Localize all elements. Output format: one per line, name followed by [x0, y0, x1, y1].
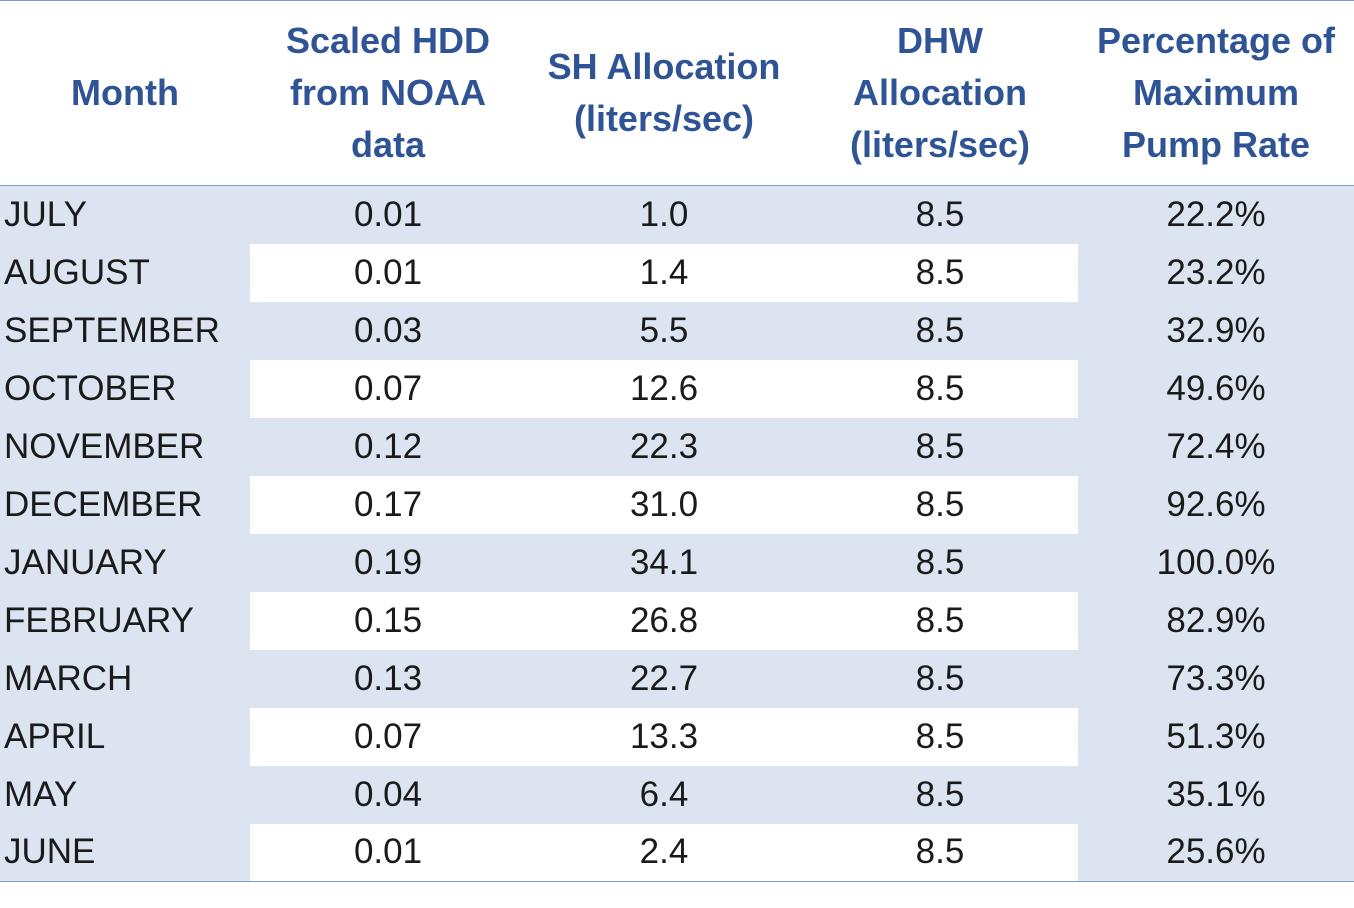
- table-row: NOVEMBER 0.12 22.3 8.5 72.4%: [0, 417, 1354, 476]
- pump-allocation-table: Month Scaled HDD from NOAA data SH Allocatio…: [0, 0, 1354, 882]
- cell-month: APRIL: [0, 707, 250, 766]
- table-row: MAY 0.04 6.4 8.5 35.1%: [0, 765, 1354, 824]
- cell-month: OCTOBER: [0, 359, 250, 418]
- cell-month: NOVEMBER: [0, 417, 250, 476]
- cell-dhw-allocation: 8.5: [802, 417, 1078, 476]
- column-header-line: Percentage of: [1096, 20, 1336, 61]
- cell-sh-allocation: 13.3: [526, 707, 802, 766]
- table-row: AUGUST 0.01 1.4 8.5 23.2%: [0, 243, 1354, 302]
- cell-dhw-allocation: 8.5: [802, 243, 1078, 302]
- cell-pump-rate-percentage: 35.1%: [1078, 765, 1354, 824]
- cell-sh-allocation: 1.0: [526, 185, 802, 244]
- cell-scaled-hdd: 0.01: [250, 243, 526, 302]
- cell-pump-rate-percentage: 72.4%: [1078, 417, 1354, 476]
- table-header: Month Scaled HDD from NOAA data SH Allocatio…: [0, 0, 1354, 186]
- column-header-line: DHW: [897, 20, 983, 61]
- column-header-line: from NOAA: [290, 72, 486, 113]
- cell-sh-allocation: 5.5: [526, 301, 802, 360]
- cell-pump-rate-percentage: 32.9%: [1078, 301, 1354, 360]
- cell-pump-rate-percentage: 92.6%: [1078, 475, 1354, 534]
- cell-dhw-allocation: 8.5: [802, 533, 1078, 592]
- cell-pump-rate-percentage: 100.0%: [1078, 533, 1354, 592]
- header-row: Month Scaled HDD from NOAA data SH Allocatio…: [0, 0, 1354, 186]
- column-header-line: Pump Rate: [1121, 124, 1311, 165]
- cell-scaled-hdd: 0.15: [250, 591, 526, 650]
- cell-scaled-hdd: 0.07: [250, 707, 526, 766]
- column-header-sh-allocation: SH Allocation (liters/sec): [526, 0, 802, 186]
- cell-pump-rate-percentage: 82.9%: [1078, 591, 1354, 650]
- table-row: JULY 0.01 1.0 8.5 22.2%: [0, 185, 1354, 244]
- column-header-line: data: [350, 124, 426, 165]
- cell-scaled-hdd: 0.19: [250, 533, 526, 592]
- cell-sh-allocation: 22.3: [526, 417, 802, 476]
- column-header-line: Scaled HDD: [285, 20, 491, 61]
- cell-sh-allocation: 26.8: [526, 591, 802, 650]
- cell-scaled-hdd: 0.01: [250, 185, 526, 244]
- cell-month: JANUARY: [0, 533, 250, 592]
- column-header-scaled-hdd: Scaled HDD from NOAA data: [250, 0, 526, 186]
- cell-sh-allocation: 2.4: [526, 823, 802, 882]
- cell-pump-rate-percentage: 49.6%: [1078, 359, 1354, 418]
- table-row: MARCH 0.13 22.7 8.5 73.3%: [0, 649, 1354, 708]
- column-header-pump-rate-percentage: Percentage of Maximum Pump Rate: [1078, 0, 1354, 186]
- cell-month: DECEMBER: [0, 475, 250, 534]
- cell-dhw-allocation: 8.5: [802, 301, 1078, 360]
- cell-pump-rate-percentage: 73.3%: [1078, 649, 1354, 708]
- cell-dhw-allocation: 8.5: [802, 649, 1078, 708]
- cell-scaled-hdd: 0.13: [250, 649, 526, 708]
- cell-sh-allocation: 12.6: [526, 359, 802, 418]
- cell-dhw-allocation: 8.5: [802, 185, 1078, 244]
- cell-sh-allocation: 6.4: [526, 765, 802, 824]
- cell-sh-allocation: 22.7: [526, 649, 802, 708]
- cell-pump-rate-percentage: 25.6%: [1078, 823, 1354, 882]
- cell-scaled-hdd: 0.07: [250, 359, 526, 418]
- table-row: FEBRUARY 0.15 26.8 8.5 82.9%: [0, 591, 1354, 650]
- cell-month: MAY: [0, 765, 250, 824]
- column-header-line: SH Allocation: [547, 46, 781, 87]
- cell-dhw-allocation: 8.5: [802, 765, 1078, 824]
- table-row: APRIL 0.07 13.3 8.5 51.3%: [0, 707, 1354, 766]
- column-header-line: Allocation: [852, 72, 1027, 113]
- cell-scaled-hdd: 0.03: [250, 301, 526, 360]
- cell-month: FEBRUARY: [0, 591, 250, 650]
- cell-month: JUNE: [0, 823, 250, 882]
- table-body: JULY 0.01 1.0 8.5 22.2% AUGUST 0.01 1.4 8.5 23.2%…: [0, 185, 1354, 882]
- cell-dhw-allocation: 8.5: [802, 707, 1078, 766]
- cell-scaled-hdd: 0.12: [250, 417, 526, 476]
- cell-pump-rate-percentage: 22.2%: [1078, 185, 1354, 244]
- column-header-line: Maximum: [1132, 72, 1300, 113]
- cell-dhw-allocation: 8.5: [802, 823, 1078, 882]
- column-header-line: (liters/sec): [573, 98, 755, 139]
- table-row: SEPTEMBER 0.03 5.5 8.5 32.9%: [0, 301, 1354, 360]
- cell-scaled-hdd: 0.01: [250, 823, 526, 882]
- table-row: JANUARY 0.19 34.1 8.5 100.0%: [0, 533, 1354, 592]
- cell-sh-allocation: 31.0: [526, 475, 802, 534]
- cell-scaled-hdd: 0.04: [250, 765, 526, 824]
- cell-month: JULY: [0, 185, 250, 244]
- column-header-line: Month: [71, 72, 179, 113]
- cell-pump-rate-percentage: 51.3%: [1078, 707, 1354, 766]
- column-header-line: (liters/sec): [849, 124, 1031, 165]
- table-row: JUNE 0.01 2.4 8.5 25.6%: [0, 823, 1354, 882]
- cell-dhw-allocation: 8.5: [802, 475, 1078, 534]
- data-table-container: Month Scaled HDD from NOAA data SH Allocatio…: [0, 0, 1354, 882]
- cell-sh-allocation: 34.1: [526, 533, 802, 592]
- cell-month: SEPTEMBER: [0, 301, 250, 360]
- cell-sh-allocation: 1.4: [526, 243, 802, 302]
- table-row: DECEMBER 0.17 31.0 8.5 92.6%: [0, 475, 1354, 534]
- cell-scaled-hdd: 0.17: [250, 475, 526, 534]
- cell-month: AUGUST: [0, 243, 250, 302]
- column-header-month: Month: [0, 0, 250, 186]
- cell-dhw-allocation: 8.5: [802, 359, 1078, 418]
- cell-dhw-allocation: 8.5: [802, 591, 1078, 650]
- cell-pump-rate-percentage: 23.2%: [1078, 243, 1354, 302]
- column-header-dhw-allocation: DHW Allocation (liters/sec): [802, 0, 1078, 186]
- table-row: OCTOBER 0.07 12.6 8.5 49.6%: [0, 359, 1354, 418]
- cell-month: MARCH: [0, 649, 250, 708]
